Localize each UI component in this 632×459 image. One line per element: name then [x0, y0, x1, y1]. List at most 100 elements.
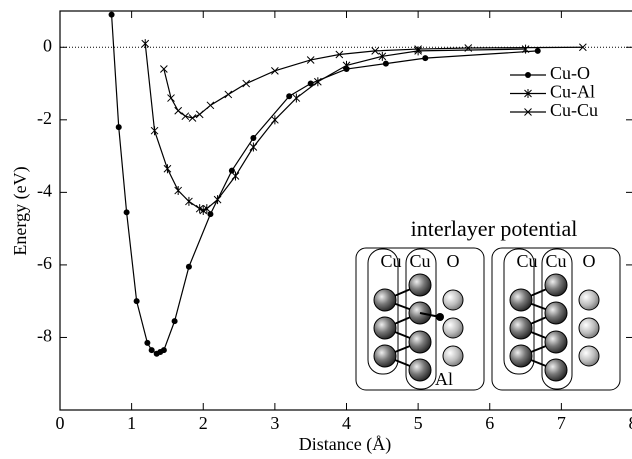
marker — [378, 51, 387, 61]
marker-shape — [150, 126, 159, 136]
marker-dot — [160, 347, 167, 354]
marker — [144, 339, 151, 346]
marker — [213, 195, 222, 205]
marker-shape — [163, 164, 172, 174]
marker — [160, 347, 167, 354]
x-tick-label: 5 — [414, 413, 423, 433]
marker-shape — [213, 195, 222, 205]
inset-column — [503, 248, 535, 375]
inset-label: Al — [435, 369, 453, 389]
inset-atom — [578, 317, 600, 339]
marker-shape — [335, 50, 344, 59]
inset: interlayer potential Cu Cu O Al Cu Cu O — [355, 216, 621, 391]
marker-shape — [188, 114, 197, 122]
inset-atom — [544, 301, 568, 325]
inset-atom — [373, 288, 397, 312]
inset-atom — [544, 358, 568, 382]
inset-atom — [408, 358, 432, 382]
marker — [181, 112, 190, 121]
inset-atom — [408, 330, 432, 354]
marker — [185, 196, 193, 206]
y-tick-label: -6 — [37, 253, 52, 273]
marker — [150, 126, 159, 136]
marker-dot — [250, 134, 257, 141]
marker-dot — [108, 11, 115, 18]
marker-dot — [286, 93, 293, 100]
marker-shape — [160, 65, 168, 73]
marker-shape — [249, 142, 258, 152]
marker-shape — [271, 115, 279, 125]
marker — [242, 79, 251, 88]
x-tick-label: 8 — [629, 413, 632, 433]
marker — [464, 44, 473, 52]
marker-shape — [206, 101, 215, 110]
marker — [167, 94, 175, 102]
inset-atom — [442, 289, 464, 311]
marker-shape — [224, 90, 233, 99]
marker — [249, 142, 258, 152]
marker-dot — [185, 263, 192, 270]
marker-shape — [521, 44, 530, 54]
x-tick-label: 4 — [342, 413, 351, 433]
marker-dot — [525, 72, 531, 78]
y-axis-label: Energy (eV) — [10, 166, 31, 255]
marker-dot — [115, 124, 122, 131]
x-tick-label: 7 — [557, 413, 566, 433]
x-tick-label: 2 — [199, 413, 208, 433]
marker — [228, 167, 235, 174]
inset-label: Cu — [409, 251, 430, 271]
marker — [271, 66, 279, 75]
marker — [206, 101, 215, 110]
marker-shape — [292, 93, 301, 103]
marker — [148, 347, 155, 354]
marker-shape — [167, 94, 175, 102]
marker — [250, 134, 257, 141]
marker — [224, 90, 233, 99]
marker-shape — [174, 106, 183, 115]
marker — [123, 209, 130, 216]
marker-shape — [524, 89, 532, 98]
marker — [160, 65, 168, 73]
inset-atom — [544, 273, 568, 297]
marker — [195, 110, 204, 119]
marker-shape — [195, 110, 204, 119]
marker — [313, 77, 322, 87]
marker — [524, 108, 532, 116]
marker-shape — [371, 47, 380, 55]
x-tick-label: 0 — [56, 413, 65, 433]
y-tick-label: -2 — [37, 108, 52, 128]
inset-atom — [578, 345, 600, 367]
marker — [141, 39, 150, 49]
legend-label: Cu-O — [550, 63, 590, 83]
marker — [207, 211, 214, 218]
marker — [195, 204, 204, 214]
inset-atom — [509, 316, 533, 340]
marker-shape — [524, 108, 532, 116]
marker-shape — [464, 44, 473, 52]
inset-label: Cu — [380, 251, 401, 271]
marker-shape — [313, 77, 322, 87]
marker-shape — [231, 171, 240, 181]
marker-dot — [228, 167, 235, 174]
marker-dot — [123, 209, 130, 216]
marker — [202, 204, 211, 214]
inset-atom — [509, 344, 533, 368]
inset-label: O — [447, 251, 460, 271]
marker-dot — [171, 318, 178, 325]
marker-dot — [148, 347, 155, 354]
marker — [534, 47, 541, 54]
x-axis-label: Distance (Å) — [299, 434, 391, 455]
y-tick-label: -4 — [37, 180, 52, 200]
inset-column — [367, 248, 399, 375]
marker — [307, 80, 314, 87]
x-tick-label: 1 — [127, 413, 136, 433]
marker — [108, 11, 115, 18]
marker-shape — [271, 66, 279, 75]
marker-shape — [202, 204, 211, 214]
marker-shape — [579, 43, 587, 52]
marker-shape — [342, 60, 351, 70]
marker — [286, 93, 293, 100]
series-line — [110, 14, 538, 355]
marker-dot — [534, 47, 541, 54]
